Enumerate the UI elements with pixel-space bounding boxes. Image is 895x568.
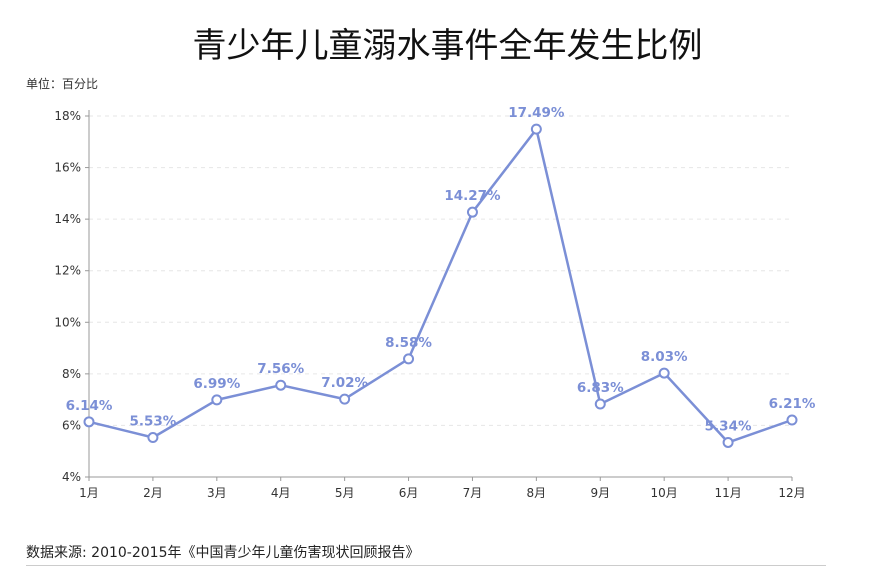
y-tick-label: 12% <box>54 264 81 278</box>
data-label: 14.27% <box>444 188 501 204</box>
data-point <box>83 416 95 428</box>
y-tick-label: 8% <box>62 367 81 381</box>
data-label: 7.56% <box>257 361 304 377</box>
data-label: 6.99% <box>193 376 240 392</box>
grid-lines <box>89 115 792 426</box>
y-tick-label: 14% <box>54 212 81 226</box>
data-label: 6.14% <box>66 398 113 414</box>
data-point <box>530 123 542 135</box>
x-tick-label: 7月 <box>463 486 483 500</box>
data-label: 5.53% <box>129 414 176 430</box>
y-tick-label: 4% <box>62 470 81 484</box>
x-tick-label: 9月 <box>590 486 610 500</box>
data-label: 8.03% <box>641 349 688 365</box>
x-tick-label: 11月 <box>714 486 741 500</box>
data-label: 17.49% <box>508 105 565 121</box>
data-point <box>403 353 415 365</box>
data-source-note: 数据来源: 2010-2015年《中国青少年儿童伤害现状回顾报告》 <box>26 545 420 561</box>
data-point <box>339 393 351 405</box>
data-label: 5.34% <box>705 418 752 434</box>
data-point <box>466 206 478 218</box>
x-tick-label: 4月 <box>271 486 291 500</box>
series-line <box>88 127 793 444</box>
data-point <box>658 367 670 379</box>
line-chart: 4% 6% 8% 10% 12% 14% 16% 18% 1月 2月 3月 4月 5月 6月 7月 8月 9月 1… <box>54 105 816 500</box>
data-labels: 6.14% 5.53% 6.99% 7.56% 7.02% 8.58% 14.27% 17.4… <box>66 105 816 434</box>
data-point <box>786 414 798 426</box>
data-label: 8.58% <box>385 335 432 351</box>
data-point <box>147 432 159 444</box>
y-tick-label: 6% <box>62 418 81 432</box>
x-tick-label: 5月 <box>335 486 355 500</box>
data-point <box>722 436 734 448</box>
y-tick-label: 16% <box>54 161 81 175</box>
data-label: 6.21% <box>769 396 816 412</box>
data-point <box>211 394 223 406</box>
x-tick-label: 3月 <box>207 486 227 500</box>
x-tick-label: 12月 <box>778 486 805 500</box>
unit-label: 单位：百分比 <box>26 77 99 91</box>
data-point <box>275 379 287 391</box>
x-tick-label: 8月 <box>527 486 547 500</box>
data-points <box>83 123 798 448</box>
data-label: 7.02% <box>321 375 368 391</box>
x-tick-label: 10月 <box>651 486 678 500</box>
footer-divider <box>26 565 826 566</box>
x-tick-label: 1月 <box>79 486 99 500</box>
y-tick-label: 18% <box>54 109 81 123</box>
data-point <box>594 398 606 410</box>
chart-title: 青少年儿童溺水事件全年发生比例 <box>192 26 703 66</box>
axes: 4% 6% 8% 10% 12% 14% 16% 18% 1月 2月 3月 4月 5月 6月 7月 8月 9月 1… <box>54 109 805 500</box>
x-tick-label: 6月 <box>399 486 419 500</box>
data-label: 6.83% <box>577 380 624 396</box>
x-tick-label: 2月 <box>143 486 163 500</box>
series-path <box>88 127 793 444</box>
y-tick-label: 10% <box>54 315 81 329</box>
